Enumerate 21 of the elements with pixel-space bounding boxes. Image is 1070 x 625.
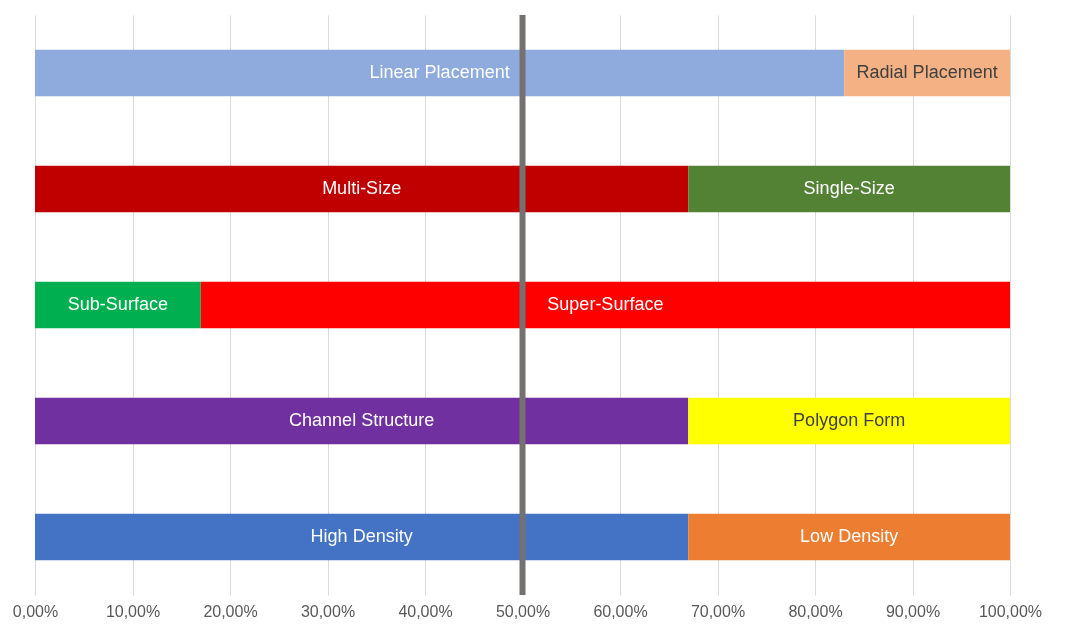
x-tick-label: 10,00%: [105, 602, 161, 620]
x-tick-label: 100,00%: [978, 602, 1043, 620]
x-tick-label: 90,00%: [885, 602, 941, 620]
x-tick-label: 60,00%: [593, 602, 648, 620]
x-tick-label: 80,00%: [788, 602, 843, 620]
series-label: Single-Size: [803, 178, 895, 198]
x-tick-label: 70,00%: [690, 602, 746, 620]
series-label: Radial Placement: [856, 62, 998, 82]
series-label: Super-Surface: [547, 294, 664, 314]
x-tick-label: 0,00%: [12, 602, 59, 620]
x-tick-label: 30,00%: [300, 602, 356, 620]
series-label: High Density: [310, 526, 413, 546]
series-label: Multi-Size: [322, 178, 402, 198]
series-label: Low Density: [800, 526, 899, 546]
x-tick-label: 20,00%: [203, 602, 258, 620]
x-tick-label: 50,00%: [495, 602, 551, 620]
series-label: Sub-Surface: [67, 294, 168, 314]
series-label: Linear Placement: [369, 62, 510, 82]
x-tick-label: 40,00%: [398, 602, 453, 620]
series-label: Polygon Form: [793, 410, 906, 430]
series-label: Channel Structure: [289, 410, 435, 430]
